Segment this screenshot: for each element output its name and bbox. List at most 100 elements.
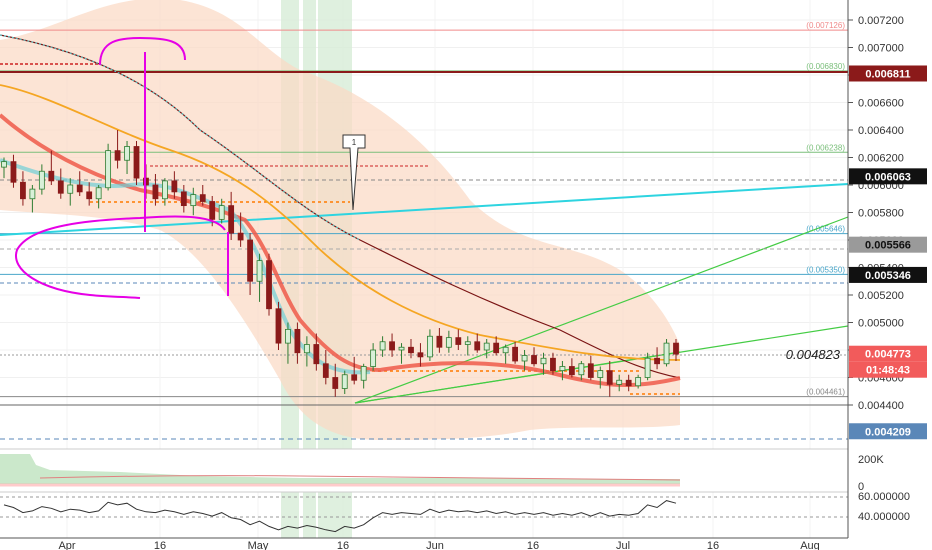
green-fan-line bbox=[354, 351, 681, 404]
price-axis: 0.0072000.0070000.0068000.0066000.006400… bbox=[0, 0, 927, 539]
candle-body bbox=[644, 357, 651, 378]
x-tick-label: 16 bbox=[527, 540, 539, 550]
candle-body bbox=[531, 355, 537, 365]
candle-body bbox=[370, 349, 377, 367]
candle-body bbox=[550, 357, 556, 372]
x-tick-label: 16 bbox=[154, 540, 166, 550]
current-price-label: 0.004823 bbox=[786, 347, 841, 362]
candle-body bbox=[218, 205, 225, 220]
fib-label: (0.005646) bbox=[806, 225, 845, 234]
candle-body bbox=[322, 363, 329, 378]
candle-body bbox=[635, 377, 642, 387]
candle-body bbox=[237, 232, 244, 241]
y-tick-label: 0.005000 bbox=[858, 318, 904, 330]
candle-body bbox=[379, 341, 386, 351]
candle-body bbox=[303, 344, 310, 354]
candle-body bbox=[502, 346, 509, 354]
fibonacci-levels: (0.007126) (0.006830) (0.006238) (0.005646)… bbox=[0, 21, 848, 398]
candle-body bbox=[247, 239, 253, 282]
candle-body bbox=[389, 341, 395, 351]
candle-body bbox=[180, 191, 187, 207]
candlesticks bbox=[1, 130, 679, 397]
candle-body bbox=[540, 357, 547, 365]
candle-body bbox=[483, 342, 490, 351]
volume-tick: 200K bbox=[858, 454, 884, 466]
price-badge-label: 0.004773 bbox=[865, 349, 911, 361]
candle-body bbox=[152, 184, 159, 200]
candle-body bbox=[256, 260, 263, 282]
candle-body bbox=[95, 187, 102, 200]
candle-body bbox=[76, 184, 83, 193]
candle-body bbox=[133, 146, 140, 179]
drawn-lines bbox=[0, 63, 849, 440]
x-tick-label: May bbox=[248, 540, 269, 550]
price-badge bbox=[849, 65, 927, 82]
candle-body bbox=[464, 341, 471, 345]
candle-body bbox=[408, 346, 414, 354]
price-badge-label: 0.006063 bbox=[865, 171, 911, 183]
y-tick-label: 0.005200 bbox=[858, 290, 904, 302]
candle-body bbox=[38, 170, 45, 190]
candle-body bbox=[313, 344, 320, 365]
volume-pane bbox=[0, 448, 848, 492]
candle-body bbox=[266, 260, 272, 310]
ma-orange bbox=[0, 84, 681, 361]
rsi-pane bbox=[0, 491, 848, 533]
countdown-badge bbox=[849, 361, 927, 378]
volume-tick: 0 bbox=[858, 481, 864, 493]
candle-body bbox=[209, 201, 216, 220]
price-badge-label: 0.004209 bbox=[865, 426, 911, 438]
candle-body bbox=[654, 357, 660, 365]
candle-body bbox=[663, 342, 670, 365]
candle-body bbox=[341, 374, 348, 389]
candle-body bbox=[568, 366, 575, 376]
candle-body bbox=[199, 194, 206, 202]
candle-body bbox=[86, 191, 93, 200]
price-badge bbox=[849, 266, 927, 283]
x-tick-label: 16 bbox=[707, 540, 719, 550]
x-tick-label: 16 bbox=[337, 540, 349, 550]
green-fan-line bbox=[354, 216, 849, 404]
candle-body bbox=[559, 366, 566, 372]
candle-body bbox=[521, 355, 528, 362]
envelope-cloud bbox=[0, 0, 680, 440]
fib-label: (0.006238) bbox=[806, 143, 845, 152]
candle-body bbox=[294, 328, 301, 354]
y-tick-label: 0.005800 bbox=[858, 208, 904, 220]
candle-body bbox=[606, 370, 613, 385]
candle-body bbox=[474, 341, 481, 351]
candle-body bbox=[360, 366, 367, 381]
candle-body bbox=[398, 346, 405, 351]
candle-body bbox=[436, 335, 443, 348]
price-badge bbox=[849, 423, 927, 440]
x-tick-label: Apr bbox=[58, 540, 75, 550]
fib-label: (0.007126) bbox=[806, 21, 845, 30]
rsi-line bbox=[3, 500, 677, 533]
y-tick-label: 0.006600 bbox=[858, 98, 904, 110]
cyan-trendline bbox=[0, 183, 849, 236]
callout-label: 1 bbox=[352, 138, 357, 147]
x-tick-label: Aug bbox=[800, 540, 820, 550]
x-tick-label: Jul bbox=[616, 540, 630, 550]
candle-body bbox=[493, 342, 500, 354]
candle-body bbox=[228, 205, 235, 234]
price-badge-label: 0.006811 bbox=[865, 68, 910, 80]
candle-body bbox=[114, 150, 121, 161]
countdown-label: 01:48:43 bbox=[866, 365, 910, 377]
magenta-loop bbox=[15, 215, 226, 299]
rsi-tick: 40.000000 bbox=[858, 511, 910, 523]
candle-body bbox=[10, 161, 17, 183]
candle-body bbox=[1, 161, 7, 168]
candle-body bbox=[48, 170, 55, 182]
x-tick-label: Jun bbox=[426, 540, 444, 550]
volume-area bbox=[0, 454, 680, 484]
fib-label: (0.004461) bbox=[806, 388, 845, 397]
candle-body bbox=[105, 150, 112, 189]
candle-body bbox=[673, 342, 679, 355]
candle-body bbox=[427, 335, 433, 358]
magenta-drawings bbox=[15, 36, 229, 299]
candle-body bbox=[625, 379, 632, 387]
rsi-tick: 60.000000 bbox=[858, 491, 910, 503]
magenta-arc bbox=[99, 36, 186, 66]
